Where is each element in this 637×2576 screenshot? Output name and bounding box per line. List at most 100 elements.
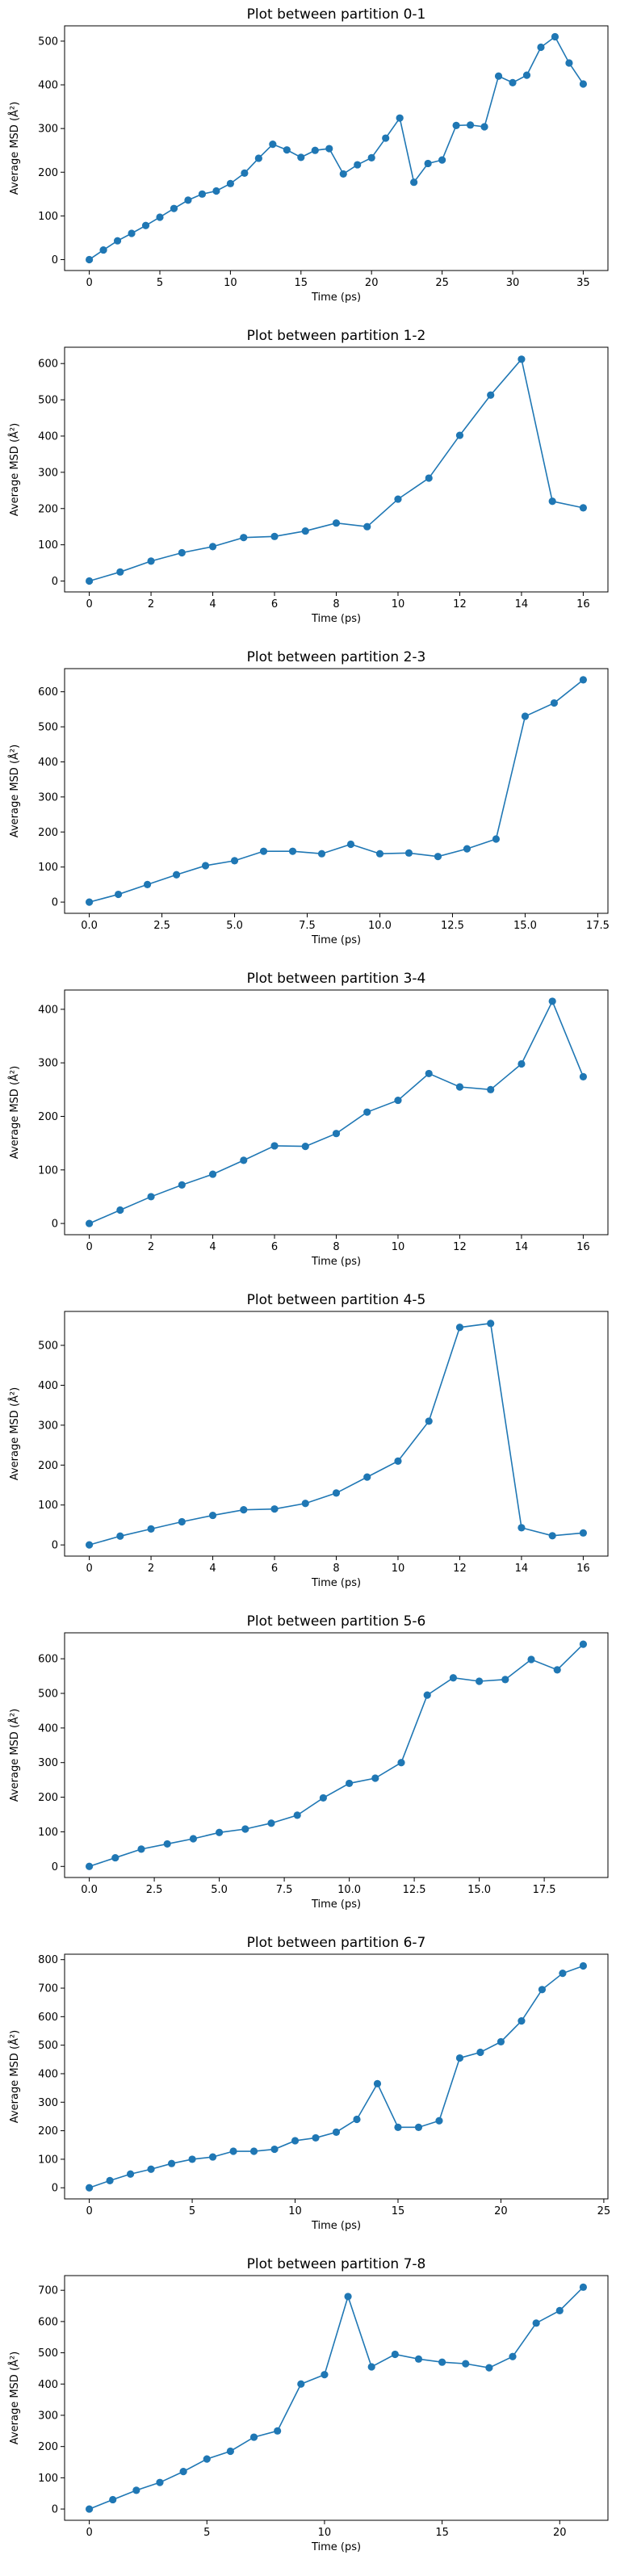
plot-area-frame bbox=[64, 1632, 609, 1878]
x-tick-label: 14 bbox=[515, 598, 529, 610]
data-point bbox=[532, 2319, 540, 2327]
data-point bbox=[147, 2165, 155, 2173]
series-line bbox=[89, 2286, 584, 2510]
x-tick-label: 10 bbox=[224, 277, 237, 289]
x-tick-label: 0 bbox=[86, 1241, 92, 1253]
x-tick-label: 15.0 bbox=[513, 920, 537, 932]
data-point bbox=[492, 835, 501, 843]
data-point bbox=[346, 1779, 354, 1788]
data-point bbox=[283, 146, 291, 154]
data-point bbox=[339, 170, 347, 178]
data-point bbox=[462, 2360, 470, 2368]
data-point bbox=[212, 187, 220, 195]
x-tick-label: 12 bbox=[453, 1241, 467, 1253]
data-point bbox=[353, 2115, 361, 2124]
data-point bbox=[494, 72, 503, 80]
y-tick-label: 100 bbox=[38, 2154, 58, 2166]
data-point bbox=[288, 847, 297, 855]
x-axis-label: Time (ps) bbox=[311, 934, 361, 946]
y-tick-label: 0 bbox=[52, 2183, 58, 2195]
data-point bbox=[548, 997, 556, 1005]
x-tick-label: 16 bbox=[576, 1563, 590, 1575]
x-tick-label: 0 bbox=[86, 2205, 92, 2217]
chart-panel-5: Plot between partition 5-6 0.0 2.5 5.0 7.5 10… bbox=[8, 1613, 609, 1911]
y-tick-label: 500 bbox=[38, 2347, 58, 2360]
chart-title: Plot between partition 7-8 bbox=[247, 2256, 426, 2272]
data-point bbox=[449, 1674, 458, 1682]
data-point bbox=[240, 1156, 248, 1164]
data-point bbox=[249, 2433, 258, 2441]
y-axis-label: Average MSD (Å²) bbox=[8, 2030, 21, 2123]
x-axis-label: Time (ps) bbox=[311, 613, 361, 625]
data-point bbox=[425, 474, 433, 482]
x-tick-label: 10.0 bbox=[368, 920, 392, 932]
x-tick-label: 12 bbox=[453, 598, 467, 610]
y-tick-label: 300 bbox=[38, 467, 58, 479]
x-tick-label: 15 bbox=[435, 2527, 449, 2539]
data-point bbox=[438, 156, 446, 164]
data-point bbox=[241, 1825, 249, 1833]
x-tick-label: 25 bbox=[597, 2205, 611, 2217]
series-line bbox=[89, 1643, 584, 1868]
data-point bbox=[553, 1666, 561, 1674]
data-point bbox=[241, 169, 249, 177]
data-point bbox=[455, 1324, 464, 1332]
y-tick-label: 500 bbox=[38, 2040, 58, 2052]
y-tick-label: 0 bbox=[52, 576, 58, 588]
y-tick-label: 500 bbox=[38, 395, 58, 407]
data-point bbox=[410, 178, 418, 187]
x-tick-label: 6 bbox=[271, 1563, 278, 1575]
y-axis-label: Average MSD (Å²) bbox=[8, 1066, 21, 1159]
data-point bbox=[270, 1142, 279, 1150]
x-tick-label: 12.5 bbox=[441, 920, 464, 932]
data-point bbox=[269, 141, 277, 149]
data-point bbox=[363, 1108, 371, 1116]
chart-title: Plot between partition 5-6 bbox=[247, 1613, 426, 1630]
data-point bbox=[509, 2352, 517, 2360]
data-point bbox=[367, 153, 375, 162]
y-axis-label: Average MSD (Å²) bbox=[8, 2352, 21, 2444]
x-axis-label: Time (ps) bbox=[311, 2541, 361, 2553]
x-tick-label: 5.0 bbox=[226, 920, 243, 932]
x-tick-label: 5 bbox=[157, 277, 163, 289]
x-tick-label: 6 bbox=[271, 1241, 278, 1253]
chart-panel-6: Plot between partition 6-7 0 5 10 15 20 25 0 100… bbox=[8, 1935, 611, 2232]
y-tick-label: 600 bbox=[38, 2012, 58, 2024]
chart-title: Plot between partition 3-4 bbox=[247, 971, 426, 987]
data-point bbox=[291, 2137, 300, 2145]
y-tick-label: 100 bbox=[38, 1827, 58, 1839]
x-tick-label: 12 bbox=[453, 1563, 467, 1575]
x-tick-label: 17.5 bbox=[586, 920, 610, 932]
data-point bbox=[559, 1970, 567, 1978]
data-point bbox=[85, 577, 94, 585]
y-tick-label: 300 bbox=[38, 1058, 58, 1070]
x-tick-label: 15.0 bbox=[467, 1884, 491, 1896]
y-axis-label: Average MSD (Å²) bbox=[8, 102, 21, 195]
data-point bbox=[414, 2355, 423, 2363]
x-tick-label: 14 bbox=[515, 1563, 529, 1575]
x-axis-label: Time (ps) bbox=[311, 1898, 361, 1911]
x-tick-label: 14 bbox=[515, 1241, 529, 1253]
x-tick-label: 15 bbox=[295, 277, 308, 289]
data-point bbox=[332, 1130, 341, 1138]
chart-panel-4: Plot between partition 4-5 0 2 4 6 8 10 12 14 16 0… bbox=[8, 1292, 609, 1589]
data-point bbox=[367, 2363, 375, 2371]
x-tick-label: 20 bbox=[365, 277, 379, 289]
data-point bbox=[128, 229, 136, 237]
data-point bbox=[240, 1506, 248, 1514]
x-tick-label: 0 bbox=[86, 1563, 92, 1575]
x-tick-label: 16 bbox=[576, 598, 590, 610]
plot-area-frame bbox=[64, 668, 609, 914]
data-point bbox=[311, 146, 319, 154]
x-tick-label: 4 bbox=[209, 1563, 216, 1575]
data-point bbox=[270, 2145, 279, 2154]
y-tick-label: 600 bbox=[38, 2316, 58, 2328]
y-tick-label: 600 bbox=[38, 1654, 58, 1666]
x-tick-label: 17.5 bbox=[533, 1884, 556, 1896]
data-point bbox=[317, 850, 326, 858]
data-point bbox=[466, 121, 475, 129]
data-point bbox=[297, 153, 305, 162]
y-tick-label: 200 bbox=[38, 2441, 58, 2453]
y-tick-label: 100 bbox=[38, 2473, 58, 2485]
x-tick-label: 2.5 bbox=[153, 920, 170, 932]
